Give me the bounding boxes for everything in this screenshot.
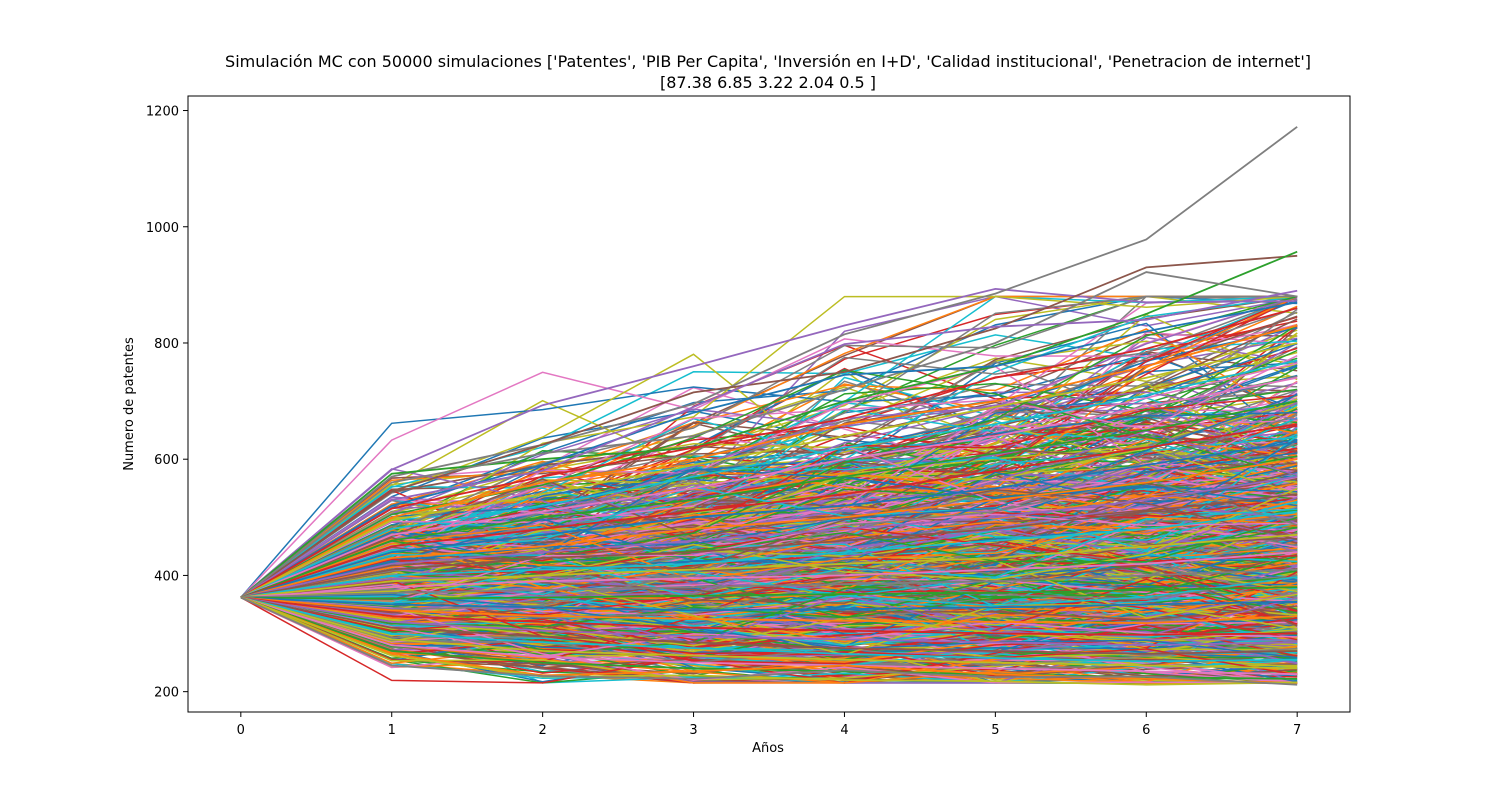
y-axis: 200 400 600 800 1000 1200 [146,105,188,701]
series-line-25 [240,596,1298,636]
simulation-path [240,445,1298,599]
x-tick-label: 3 [689,723,697,738]
simulation-path [240,508,1298,599]
series-line-22 [240,586,1298,600]
series-line-3 [240,250,1298,599]
series-line-7 [240,307,1298,599]
x-tick-label: 6 [1142,723,1150,738]
simulation-path [240,355,1298,599]
x-axis: 0 1 2 3 4 5 6 7 [237,712,1301,738]
series-line-2 [240,254,1298,599]
series-line-32 [240,596,1298,684]
y-tick-label: 1200 [146,105,179,120]
chart-subtitle: [87.38 6.85 3.22 2.04 0.5 ] [660,73,876,92]
y-tick-label: 1000 [146,221,179,236]
simulation-path [240,394,1298,599]
y-tick-label: 600 [154,453,179,468]
simulation-path [240,513,1298,604]
series-line-12 [240,400,1298,599]
series-line-11 [240,376,1298,599]
y-tick-label: 800 [154,337,179,352]
series-line-27 [240,596,1298,655]
simulation-path [240,596,1298,658]
series-line-4 [240,271,1298,599]
simulation-path [240,295,1298,599]
simulation-path [240,470,1298,599]
series-line-17 [240,493,1298,599]
x-tick-label: 2 [538,723,546,738]
x-tick-label: 0 [237,723,245,738]
simulation-path [240,462,1298,599]
series-line-14 [240,440,1298,599]
series-line-6 [240,289,1298,599]
simulation-path [240,488,1298,600]
series-line-10 [240,359,1298,599]
series-line-15 [240,458,1298,599]
series-line-13 [240,423,1298,599]
series-line-16 [240,475,1298,599]
series-line-28 [240,596,1298,663]
simulation-path [240,295,1298,599]
series-line-34 [240,596,1298,686]
series-line-18 [240,510,1298,599]
simulation-path [240,504,1298,599]
simulation-path [240,516,1298,599]
simulation-path [240,482,1298,630]
series-line-26 [240,596,1298,647]
simulation-path [240,369,1298,599]
simulation-path [240,574,1298,619]
series-line-29 [240,596,1298,670]
chart-title: Simulación MC con 50000 simulaciones ['P… [225,52,1311,71]
series-line-0 [240,287,1298,599]
plot-frame [187,95,1351,713]
simulation-path [240,510,1298,599]
x-tick-label: 1 [388,723,396,738]
simulation-path [240,430,1298,599]
y-tick-label: 200 [154,686,179,701]
x-tick-label: 7 [1293,723,1301,738]
series-line-33 [240,596,1298,686]
plot-lines [240,126,1298,686]
series-line-30 [240,596,1298,676]
x-tick-label: 4 [840,723,848,738]
series-line-23 [240,596,1298,612]
simulation-path [240,295,1298,599]
series-line-8 [240,324,1298,599]
simulation-path [240,596,1298,684]
simulation-path [240,436,1298,599]
series-line-5 [240,301,1298,599]
series-line-9 [240,342,1298,599]
simulation-path [240,565,1298,607]
x-axis-label: Años [752,741,784,756]
series-line-24 [240,596,1298,625]
series-line-20 [240,551,1298,599]
simulation-path [240,496,1298,625]
series-line-19 [240,533,1298,599]
y-tick-label: 400 [154,569,179,584]
series-line-21 [240,568,1298,599]
x-tick-label: 5 [991,723,999,738]
y-axis-label: Numero de patentes [122,337,137,471]
